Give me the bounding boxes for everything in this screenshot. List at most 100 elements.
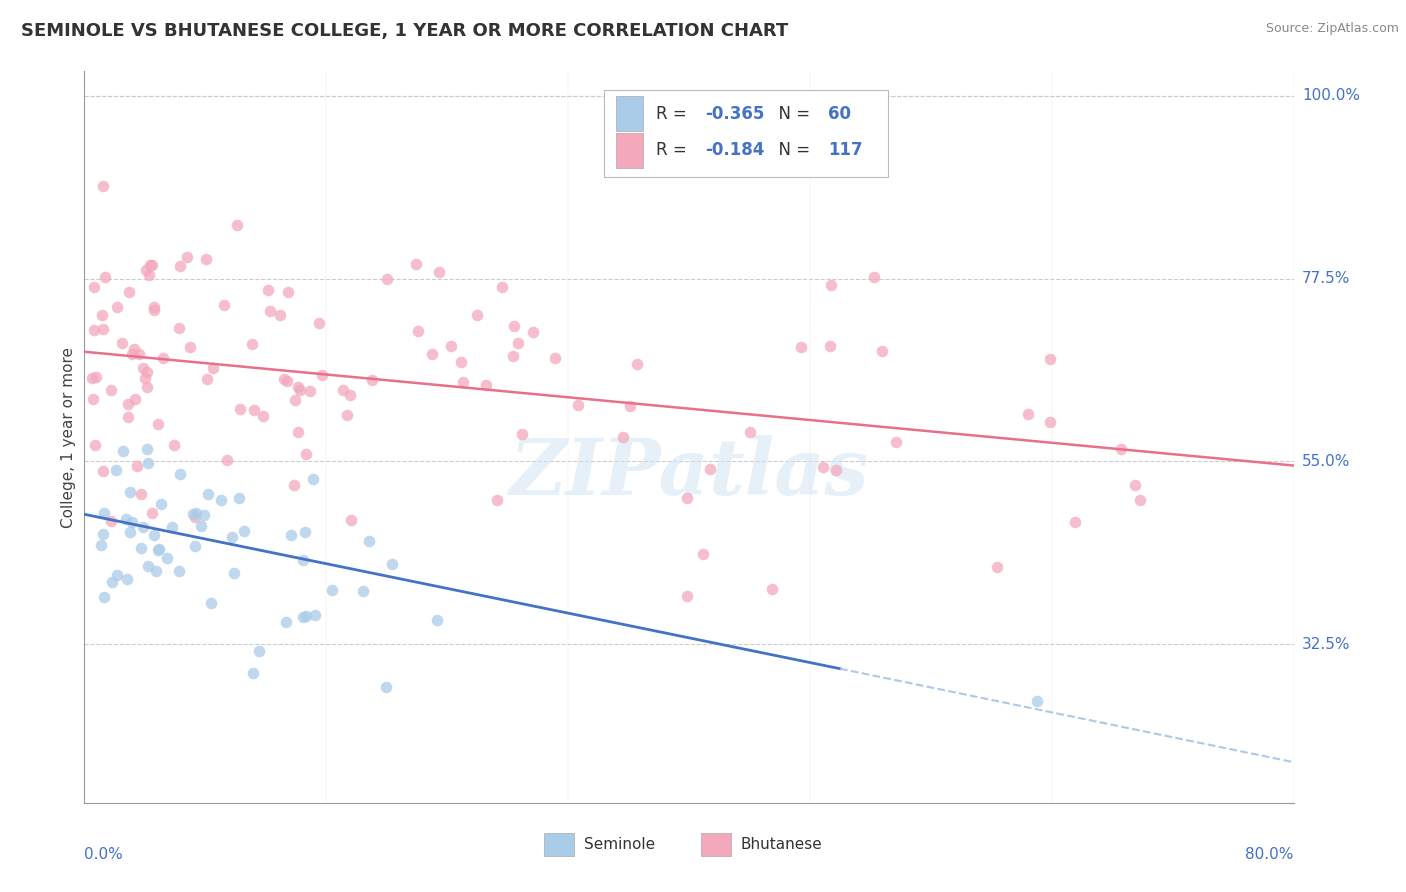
Point bbox=[295, 609, 318, 624]
Bar bbox=[616, 133, 643, 168]
Point bbox=[104, 463, 127, 477]
Point bbox=[311, 368, 333, 383]
Point bbox=[93, 526, 115, 541]
Point bbox=[169, 564, 191, 578]
Point bbox=[332, 383, 354, 397]
Point bbox=[115, 572, 138, 586]
Point bbox=[225, 218, 247, 232]
FancyBboxPatch shape bbox=[605, 90, 889, 178]
Point bbox=[176, 250, 198, 264]
Bar bbox=[702, 833, 731, 856]
Point bbox=[197, 487, 219, 501]
Point bbox=[148, 417, 170, 432]
Text: 55.0%: 55.0% bbox=[1302, 454, 1350, 469]
Point bbox=[381, 558, 404, 572]
Point bbox=[491, 280, 513, 294]
Point bbox=[294, 525, 316, 540]
Point bbox=[339, 388, 361, 402]
Point bbox=[215, 453, 238, 467]
Point bbox=[145, 564, 167, 578]
Point bbox=[141, 258, 163, 272]
Point bbox=[287, 425, 309, 439]
Point bbox=[111, 444, 134, 458]
Point bbox=[100, 514, 122, 528]
Point bbox=[195, 372, 218, 386]
Point bbox=[91, 322, 114, 336]
Point bbox=[129, 541, 152, 555]
Point bbox=[228, 491, 250, 506]
Text: N =: N = bbox=[768, 141, 815, 160]
Point bbox=[375, 272, 398, 286]
Point bbox=[183, 507, 205, 521]
Point bbox=[1025, 693, 1047, 707]
Point bbox=[292, 610, 315, 624]
Point bbox=[83, 323, 105, 337]
Point bbox=[135, 365, 157, 379]
Point bbox=[105, 300, 128, 314]
Point bbox=[179, 340, 201, 354]
Point bbox=[128, 347, 150, 361]
Point bbox=[259, 303, 281, 318]
Point bbox=[360, 373, 382, 387]
Point bbox=[152, 351, 174, 365]
Point bbox=[117, 409, 139, 424]
Point bbox=[194, 252, 217, 267]
Text: -0.365: -0.365 bbox=[704, 104, 763, 123]
Point bbox=[510, 426, 533, 441]
Point bbox=[82, 392, 104, 407]
Point bbox=[143, 527, 166, 541]
Point bbox=[884, 435, 907, 450]
Text: SEMINOLE VS BHUTANESE COLLEGE, 1 YEAR OR MORE CORRELATION CHART: SEMINOLE VS BHUTANESE COLLEGE, 1 YEAR OR… bbox=[21, 22, 789, 40]
Bar bbox=[616, 96, 643, 131]
Point bbox=[118, 524, 141, 539]
Point bbox=[135, 380, 157, 394]
Point bbox=[506, 336, 529, 351]
Text: R =: R = bbox=[657, 104, 692, 123]
Point bbox=[169, 467, 191, 481]
Point bbox=[101, 575, 124, 590]
Point bbox=[232, 524, 254, 538]
Point bbox=[269, 308, 291, 322]
Point bbox=[1129, 493, 1152, 508]
Y-axis label: College, 1 year or more: College, 1 year or more bbox=[60, 347, 76, 527]
Point bbox=[619, 399, 641, 413]
Point bbox=[818, 339, 841, 353]
Point bbox=[427, 265, 450, 279]
Point bbox=[209, 492, 232, 507]
Point bbox=[118, 285, 141, 299]
Point bbox=[626, 357, 648, 371]
Point bbox=[162, 520, 184, 534]
Point bbox=[276, 374, 298, 388]
Text: 60: 60 bbox=[828, 104, 851, 123]
Point bbox=[135, 442, 157, 456]
Point bbox=[148, 541, 170, 556]
Point bbox=[190, 519, 212, 533]
Point bbox=[93, 464, 115, 478]
Text: -0.184: -0.184 bbox=[704, 141, 763, 160]
Point bbox=[93, 590, 115, 604]
Point bbox=[83, 280, 105, 294]
Point bbox=[465, 308, 488, 322]
Point bbox=[503, 319, 526, 334]
Point bbox=[200, 596, 222, 610]
Point bbox=[150, 497, 173, 511]
Point bbox=[277, 285, 299, 299]
Point bbox=[115, 512, 138, 526]
Point bbox=[212, 298, 235, 312]
Point bbox=[295, 446, 318, 460]
Point bbox=[824, 463, 846, 477]
Text: 0.0%: 0.0% bbox=[84, 847, 124, 862]
Point bbox=[870, 343, 893, 358]
Point bbox=[308, 316, 330, 330]
Point bbox=[280, 528, 302, 542]
Point bbox=[675, 589, 697, 603]
Point bbox=[813, 460, 835, 475]
Point bbox=[247, 644, 270, 658]
Point bbox=[121, 515, 143, 529]
Point bbox=[567, 399, 589, 413]
Point bbox=[100, 384, 122, 398]
Point bbox=[284, 392, 307, 407]
Point bbox=[136, 456, 159, 470]
Point bbox=[132, 520, 155, 534]
Point bbox=[93, 178, 115, 193]
